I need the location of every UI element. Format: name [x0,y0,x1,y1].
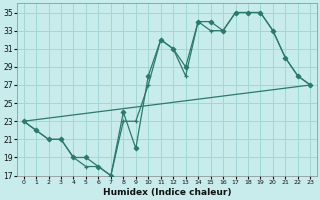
X-axis label: Humidex (Indice chaleur): Humidex (Indice chaleur) [103,188,231,197]
